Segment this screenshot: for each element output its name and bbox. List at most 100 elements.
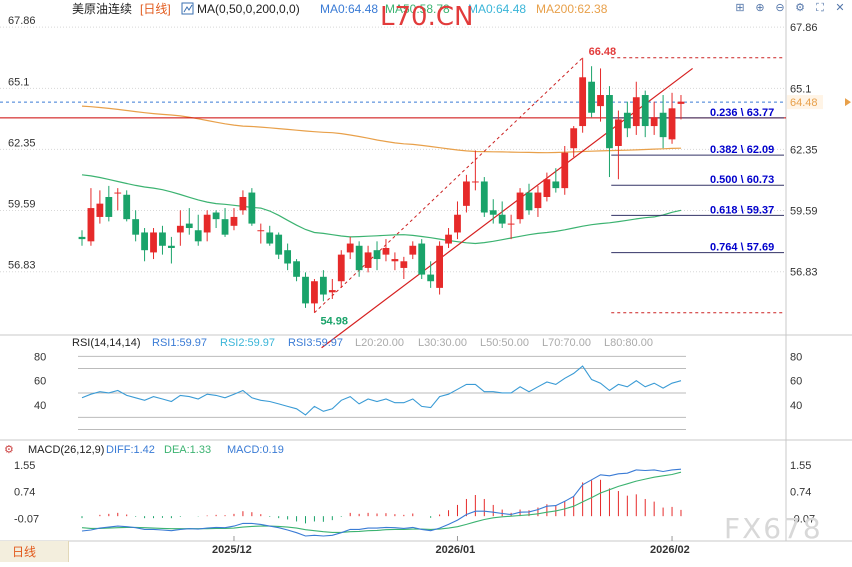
macd-tick-left: -0.07 [14,513,39,525]
close-icon[interactable]: ✕ [835,2,845,14]
candle-body [400,261,408,268]
candle-body [203,214,211,233]
candle-body [454,214,461,233]
settings-icon[interactable]: ⚙ [795,2,805,14]
rsi-tick-right: 60 [790,376,802,388]
zoom-out-icon[interactable]: ⊖ [775,2,785,14]
candle-body [650,117,658,127]
candle-body [311,281,318,304]
rsi-title: RSI(14,14,14) [72,337,140,349]
candle-body [579,77,587,127]
rsi-tick-left: 60 [34,376,46,388]
trend-line [321,67,693,349]
macd-tick-right: 1.55 [790,460,811,472]
rsi-legend-item: L50:50.00 [480,337,529,349]
current-price-tag [787,95,823,110]
price-tick-right: 65.1 [790,83,811,95]
ma200-line [81,105,682,154]
macd-legend-item: DEA:1.33 [164,444,211,456]
ma50-line [81,174,682,245]
candle-body [489,210,497,215]
rsi-legend-item: L70:70.00 [542,337,591,349]
candle-body [543,179,551,197]
candle-body [480,181,488,213]
indicator-icon [181,2,194,15]
candle-body [355,245,363,271]
candle-body [677,101,685,104]
axis-layer: 56.83 56.83 59.59 59.59 62.35 62.35 65.1 65.1 67… [8,15,818,556]
candle-body [418,243,426,275]
macd-tick-left: 1.55 [14,460,35,472]
candle-body [266,232,274,244]
candle-body [114,192,122,194]
candle-body [185,223,193,229]
candle-body [257,230,265,232]
price-tick-left: 59.59 [8,199,36,211]
rsi-legend-item: RSI3:59.97 [288,337,343,349]
rsi-legend-item: L80:80.00 [604,337,653,349]
price-tick-left: 62.35 [8,137,36,149]
price-tick-left: 67.86 [8,15,36,27]
candle-body [588,81,595,113]
x-tick-label: 2026/01 [435,544,475,556]
macd-title: MACD(26,12,9) [28,444,104,456]
candle-body [570,128,578,149]
candle-body [525,192,533,211]
fullscreen-icon[interactable]: ⛶ [816,2,824,14]
rsi-tick-right: 40 [790,400,802,412]
candle-body [132,219,140,235]
candle-body [159,232,166,246]
rsi-legend-item: L30:30.00 [418,337,467,349]
candle-body [632,97,640,127]
candle-body [364,252,372,268]
swing-dashed-line [314,57,583,314]
candle-body [78,236,86,240]
candle-body [498,214,506,224]
candle-body [436,245,443,288]
price-tick-right: 67.86 [790,22,818,34]
rsi-legend-item: RSI1:59.97 [152,337,207,349]
legend-layer: 美原油连续 [日线] MA(0,50,0,200,0,0) MA0:64.48 MA50… [4,1,653,456]
candle-body [606,95,613,149]
candle-body [668,108,676,140]
rsi-legend-item: L20:20.00 [355,337,404,349]
candle-body [409,245,417,255]
candle-body [141,232,148,251]
x-tick-label: 2026/02 [650,544,690,556]
macd-legend-item: DIFF:1.42 [106,444,155,456]
indicator-icon-glyph [183,4,193,13]
price-tick-left: 65.1 [8,76,29,88]
macd-settings-icon: ⚙ [4,444,14,456]
price-tick-right: 59.59 [790,206,818,218]
candle-body [534,192,542,209]
candle-body [641,95,649,127]
candle-body [445,234,452,244]
toolbar: ⊞ ⊕ ⊖ ⚙ ⛶ ✕ [734,2,852,16]
period-button-label: 日线 [12,545,37,559]
watermark-top: L70.CN [380,2,474,32]
candle-body [373,250,381,260]
candle-body [275,234,283,255]
candle-body [391,259,399,262]
ma-value: MA50:58.78 [385,2,450,16]
zoom-in-icon[interactable]: ⊕ [755,2,765,14]
candle-body [284,250,292,264]
candle-body [337,254,345,282]
candle-body [302,276,309,304]
fib-label: 0.236 \ 63.77 [710,107,774,119]
rsi-tick-left: 40 [34,400,46,412]
ma-indicator-name: MA(0,50,0,200,0,0) [197,2,300,16]
grid-layer [0,0,852,542]
candle-body [463,181,470,206]
period-button[interactable]: 日线 [0,541,69,562]
rsi-line [81,365,682,416]
macd-tick-right: 0.74 [790,487,811,499]
candle-body [176,225,184,233]
candle-body [382,247,390,255]
macd-tick-left: 0.74 [14,487,35,499]
crosshair-icon[interactable]: ⊞ [735,2,745,14]
macd-panel [81,468,682,537]
macd-legend-item: MACD:0.19 [227,444,284,456]
